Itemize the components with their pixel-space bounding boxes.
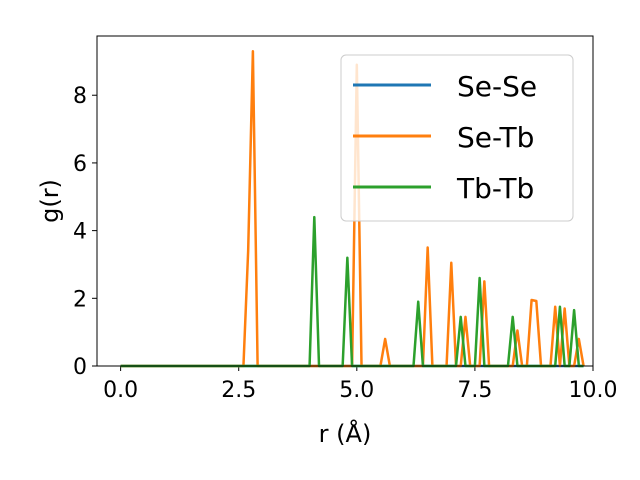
legend-label-tb-tb: Tb-Tb bbox=[456, 172, 534, 205]
x-axis-title: r (Å) bbox=[319, 419, 372, 448]
legend: Se-Se Se-Tb Tb-Tb bbox=[340, 54, 574, 222]
x-tick-label: 2.5 bbox=[221, 378, 256, 403]
x-tick-label: 0.0 bbox=[103, 378, 138, 403]
y-tick-label: 4 bbox=[73, 220, 87, 245]
legend-label-se-tb: Se-Tb bbox=[457, 121, 534, 154]
legend-box bbox=[340, 54, 574, 222]
y-tick-label: 6 bbox=[73, 152, 87, 177]
x-tick-label: 7.5 bbox=[457, 378, 492, 403]
x-tick-label: 5.0 bbox=[339, 378, 374, 403]
legend-label-se-se: Se-Se bbox=[457, 70, 537, 103]
axis-ticks: 0.0 2.5 5.0 7.5 10.0 0 2 4 6 8 bbox=[73, 84, 617, 403]
plot-frame bbox=[96, 35, 594, 367]
x-tick-label: 10.0 bbox=[569, 378, 618, 403]
y-tick-label: 8 bbox=[73, 84, 87, 109]
y-axis-title: g(r) bbox=[36, 179, 64, 223]
y-tick-label: 2 bbox=[73, 287, 87, 312]
y-tick-label: 0 bbox=[73, 355, 87, 380]
